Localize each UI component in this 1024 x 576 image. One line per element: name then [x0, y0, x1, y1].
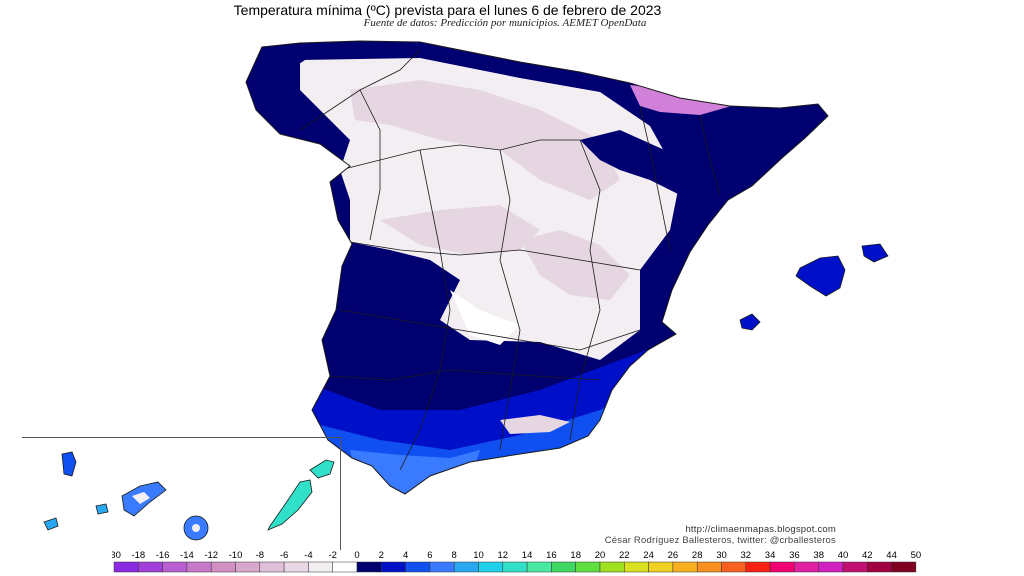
legend-swatch: [453, 561, 479, 573]
legend-tick-label: 36: [789, 550, 800, 561]
legend-tick-label: 28: [692, 550, 703, 561]
legend-tick-label: 22: [619, 550, 630, 561]
map-subtitle: Fuente de datos: Predicción por municipi…: [363, 17, 647, 29]
legend-tick-label: -4: [304, 550, 312, 561]
legend-tick-label: 32: [741, 550, 752, 561]
legend-tick-label: 8: [452, 550, 457, 561]
legend-tick-label: 44: [886, 550, 897, 561]
legend-tick-label: 30: [716, 550, 727, 561]
legend-tick-label: 18: [570, 550, 581, 561]
legend-swatch: [502, 561, 528, 573]
legend-swatch: [162, 561, 188, 573]
legend-tick-label: 12: [498, 550, 509, 561]
legend-tick-label: -8: [256, 550, 264, 561]
legend-swatch: [113, 561, 139, 573]
credit-author: César Rodríguez Ballesteros, twitter: @c…: [604, 535, 836, 546]
legend-tick-label: -14: [180, 550, 194, 561]
canary-islands: [43, 451, 335, 541]
canary-inset-frame: [22, 437, 341, 550]
legend-swatch: [283, 561, 309, 573]
legend-swatch: [186, 561, 212, 573]
legend-tick-label: 10: [473, 550, 484, 561]
legend-swatch: [672, 561, 698, 573]
legend-swatch: [769, 561, 795, 573]
legend-swatch: [648, 561, 674, 573]
legend-tick-label: 2: [379, 550, 384, 561]
legend-tick-label: 0: [354, 550, 359, 561]
legend-swatch: [478, 561, 504, 573]
legend-swatch: [381, 561, 406, 573]
legend-swatch: [891, 561, 917, 573]
legend-swatch: [842, 561, 868, 573]
legend-swatch: [308, 561, 333, 573]
legend-swatch: [356, 561, 382, 573]
legend-swatch: [867, 561, 892, 573]
legend-swatch: [745, 561, 771, 573]
balearic-islands: [739, 243, 889, 331]
legend-swatch: [235, 561, 261, 573]
legend-swatch: [599, 561, 625, 573]
legend-swatch: [405, 561, 431, 573]
legend-tick-label: 14: [522, 550, 533, 561]
legend-tick-label: 16: [546, 550, 557, 561]
legend-swatch: [696, 561, 722, 573]
legend-swatch: [210, 561, 236, 573]
legend-tick-label: 38: [813, 550, 824, 561]
color-legend: -30-18-16-14-12-10-8-6-4-202468101214161…: [112, 550, 922, 573]
legend-tick-label: -6: [280, 550, 288, 561]
legend-tick-label: -30: [112, 550, 121, 561]
legend-tick-label: 26: [668, 550, 679, 561]
legend-swatch: [526, 561, 552, 573]
legend-swatch: [721, 561, 747, 573]
credit-url: http://climaenmapas.blogspot.com: [685, 524, 836, 535]
legend-swatch: [624, 561, 649, 573]
map-title: Temperatura mínima (ºC) prevista para el…: [233, 2, 662, 18]
legend-swatch: [551, 561, 576, 573]
legend-tick-label: -2: [328, 550, 336, 561]
province-borders: [299, 49, 721, 471]
legend-tick-label: 40: [838, 550, 849, 561]
legend-tick-label: 50: [911, 550, 922, 561]
legend-tick-label: -10: [229, 550, 243, 561]
legend-swatch: [818, 561, 844, 573]
legend-tick-label: 34: [765, 550, 776, 561]
legend-swatch: [138, 561, 163, 573]
legend-tick-label: 20: [595, 550, 606, 561]
legend-swatch: [429, 561, 455, 573]
legend-tick-label: -16: [156, 550, 170, 561]
legend-tick-label: 24: [643, 550, 654, 561]
legend-tick-label: 42: [862, 550, 873, 561]
legend-tick-label: -12: [204, 550, 218, 561]
legend-tick-label: 4: [403, 550, 408, 561]
legend-tick-label: -18: [131, 550, 145, 561]
legend-swatch: [259, 561, 285, 573]
legend-swatch: [332, 561, 358, 573]
temperature-map: [43, 40, 889, 541]
legend-tick-label: 6: [427, 550, 432, 561]
legend-swatch: [575, 561, 601, 573]
legend-swatch: [794, 561, 819, 573]
